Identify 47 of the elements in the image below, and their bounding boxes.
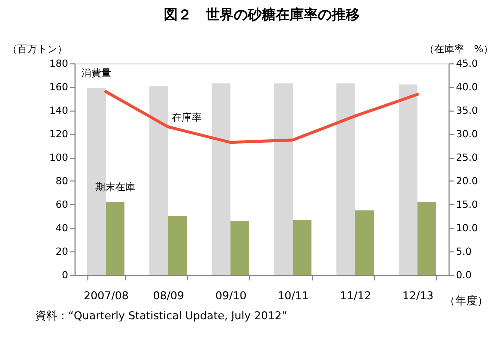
y-tick-label: 140 xyxy=(50,106,68,118)
x-tick-label: 11/12 xyxy=(340,289,372,302)
y-tick-label: 180 xyxy=(50,59,68,70)
y-tick-label: 160 xyxy=(50,82,68,94)
bar xyxy=(150,86,168,276)
y2-tick-label: 25.0 xyxy=(456,153,478,164)
y-tick-label: 100 xyxy=(50,153,68,164)
y2-tick-label: 15.0 xyxy=(456,200,478,212)
y-tick-label: 80 xyxy=(56,176,68,188)
x-tick-label: 08/09 xyxy=(153,289,184,302)
bar xyxy=(398,84,418,276)
bar xyxy=(106,202,125,276)
y2-tick-label: 35.0 xyxy=(456,106,478,118)
bar xyxy=(292,220,312,276)
bar xyxy=(274,84,293,276)
line-series xyxy=(104,90,420,144)
y2-tick-label: 40.0 xyxy=(456,82,478,94)
series-label: 在庫率 xyxy=(172,112,202,124)
bar xyxy=(418,202,436,276)
y2-tick-label: 45.0 xyxy=(456,59,478,70)
x-tick-label: 12/13 xyxy=(402,289,434,302)
y2-tick-label: 10.0 xyxy=(456,224,478,235)
bar xyxy=(212,84,231,276)
y2-axis-title: （在庫率 %） xyxy=(424,43,494,56)
x-tick-label: 2007/08 xyxy=(84,289,130,302)
series-label: 消費量 xyxy=(82,67,112,80)
y-tick-label: 40 xyxy=(56,224,68,235)
series-label: 期末在庫 xyxy=(95,182,136,194)
bar xyxy=(230,221,250,276)
chart-title: 図２ 世界の砂糖在庫率の推移 xyxy=(164,6,360,24)
y-tick-label: 0 xyxy=(62,270,68,282)
x-tick-label: 10/11 xyxy=(278,289,310,302)
y2-tick-label: 5.0 xyxy=(456,247,472,258)
y2-tick-label: 30.0 xyxy=(456,130,478,141)
y2-tick-label: 0.0 xyxy=(456,270,472,282)
x-tick-label: 09/10 xyxy=(216,289,247,302)
y-tick-label: 20 xyxy=(56,247,68,258)
y2-tick-label: 20.0 xyxy=(456,176,478,188)
y-axis-title: （百万トン） xyxy=(7,44,68,56)
bar xyxy=(87,88,106,276)
y-tick-label: 60 xyxy=(56,200,68,212)
x-axis-title: （年度） xyxy=(444,294,489,308)
bar xyxy=(336,84,356,276)
bar xyxy=(355,210,374,276)
y-tick-label: 120 xyxy=(50,130,68,141)
bar xyxy=(168,216,188,276)
text: 資料：“Quarterly Statistical Update, July 2012” xyxy=(35,310,288,323)
